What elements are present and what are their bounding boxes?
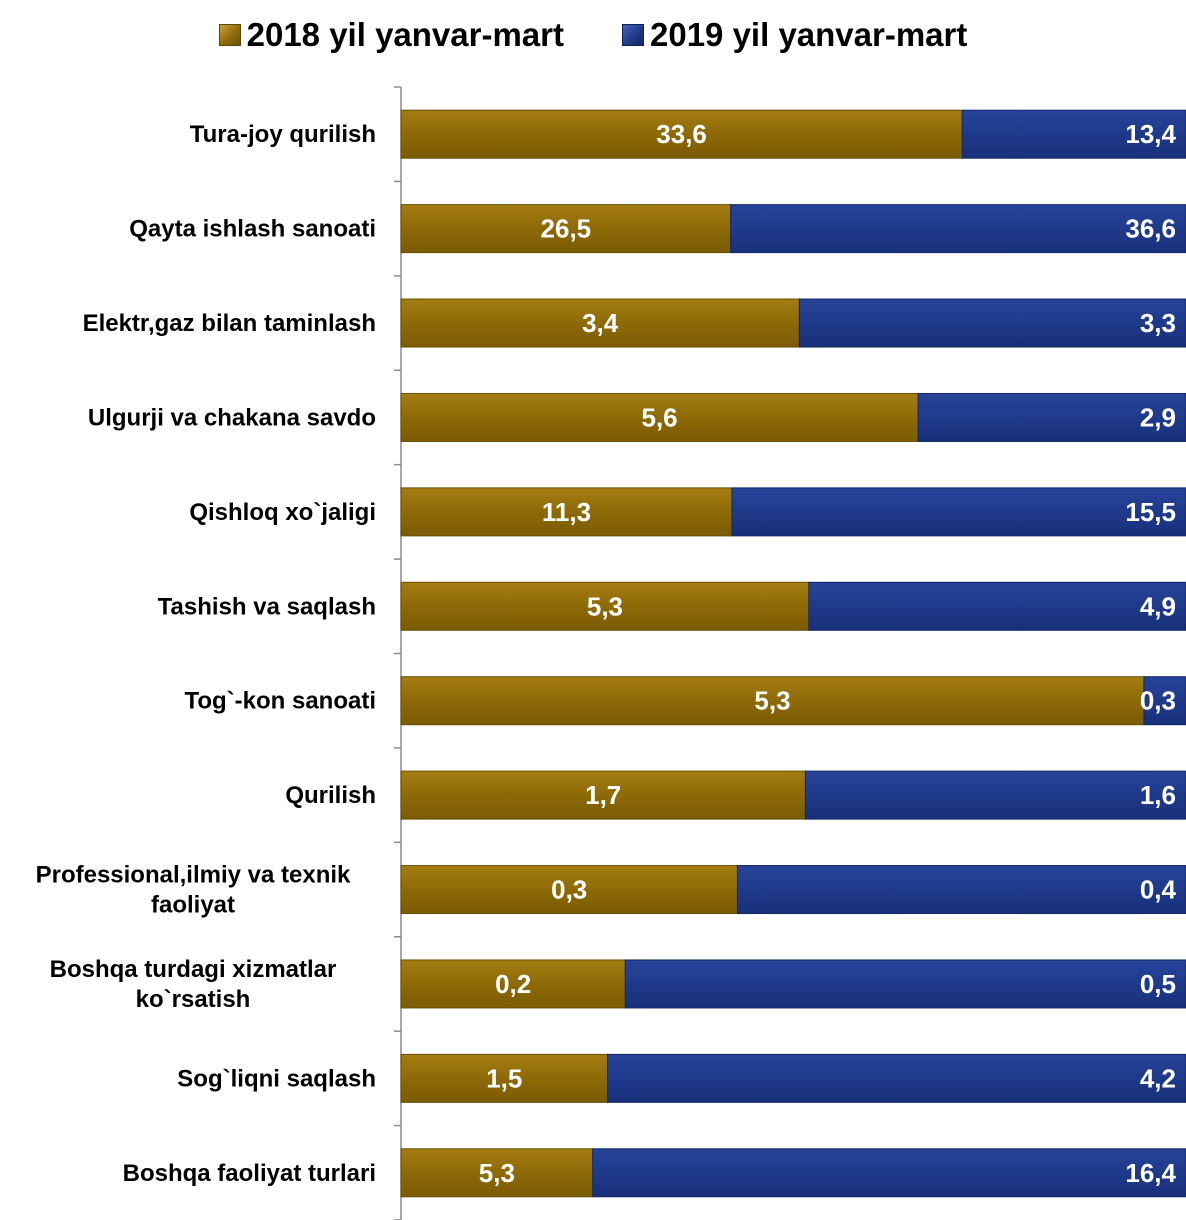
bar-2018 — [400, 392, 919, 442]
bar-value-label: 5,3 — [754, 686, 790, 716]
category-label: Qishloq xo`jaligi — [189, 499, 376, 526]
bar-2019 — [736, 865, 1186, 915]
bar-2019 — [808, 581, 1186, 631]
category-label: Tashish va saqlash — [158, 593, 376, 620]
bar-value-label: 15,5 — [1125, 497, 1176, 527]
category-label: Qurilish — [285, 782, 376, 809]
bar-value-label: 4,2 — [1140, 1063, 1176, 1093]
bar-value-label: 4,9 — [1140, 591, 1176, 621]
bar-2019 — [624, 959, 1186, 1009]
category-label: Boshqa turdagi xizmatlar ko`rsatish — [50, 956, 337, 1013]
bar-value-label: 2,9 — [1140, 402, 1176, 432]
bar-2018 — [400, 204, 732, 254]
bar-2018 — [400, 959, 626, 1009]
bar-2019 — [804, 770, 1186, 820]
category-label: Qayta ishlash sanoati — [129, 216, 376, 243]
bar-2019 — [730, 204, 1186, 254]
bar-2019 — [731, 487, 1186, 537]
category-label: Sog`liqni saqlash — [177, 1065, 376, 1092]
bar-2018 — [400, 109, 963, 159]
category-label: Professional,ilmiy va texnik faoliyat — [36, 862, 351, 919]
bar-value-label: 3,4 — [582, 308, 619, 338]
bar-2018 — [400, 1148, 594, 1198]
legend-swatch-2019 — [622, 24, 644, 46]
bar-2018 — [400, 676, 1145, 726]
legend-swatch-2018 — [218, 24, 241, 46]
legend-label-2019: 2019 yil yanvar-mart — [650, 16, 968, 53]
bar-2019 — [917, 392, 1186, 442]
bar-value-label: 26,5 — [541, 214, 592, 244]
bar-value-label: 11,3 — [542, 497, 591, 527]
bar-value-label: 0,4 — [1140, 875, 1177, 905]
bar-value-label: 0,5 — [1140, 969, 1176, 999]
bar-value-label: 33,6 — [656, 119, 707, 149]
category-label: Ulgurji va chakana savdo — [88, 404, 376, 431]
bar-2018 — [400, 865, 738, 915]
bar-value-label: 5,3 — [587, 591, 623, 621]
bar-value-label: 1,6 — [1140, 780, 1176, 810]
legend-label-2018: 2018 yil yanvar-mart — [246, 16, 564, 53]
bar-value-label: 36,6 — [1125, 214, 1176, 244]
bar-value-label: 1,7 — [585, 780, 621, 810]
bar-value-label: 16,4 — [1125, 1158, 1176, 1188]
category-label: Elektr,gaz bilan taminlash — [83, 310, 376, 337]
category-label: Tura-joy qurilish — [190, 121, 376, 148]
bar-2019 — [607, 1053, 1186, 1103]
bar-value-label: 5,3 — [479, 1158, 515, 1188]
bar-2019 — [1143, 676, 1186, 726]
bar-2018 — [400, 298, 800, 348]
legend-item-2019: 2019 yil yanvar-mart — [622, 16, 967, 54]
bar-value-label: 1,5 — [486, 1063, 522, 1093]
bar-value-label: 0,2 — [495, 969, 531, 999]
bar-2019 — [592, 1148, 1186, 1198]
legend-item-2018: 2018 yil yanvar-mart — [218, 16, 564, 54]
bar-value-label: 5,6 — [642, 402, 678, 432]
bar-value-label: 0,3 — [1140, 686, 1176, 716]
bar-2018 — [400, 1053, 609, 1103]
bar-value-label: 3,3 — [1140, 308, 1176, 338]
bar-2019 — [961, 109, 1186, 159]
legend: 2018 yil yanvar-mart 2019 yil yanvar-mar… — [0, 10, 1186, 60]
category-label: Boshqa faoliyat turlari — [123, 1160, 376, 1187]
bar-2018 — [400, 581, 810, 631]
bar-2019 — [798, 298, 1186, 348]
bar-2018 — [400, 770, 806, 820]
category-label: Tog`-kon sanoati — [184, 688, 376, 715]
bar-value-label: 0,3 — [551, 875, 587, 905]
bar-2018 — [400, 487, 733, 537]
bar-value-label: 13,4 — [1125, 119, 1176, 149]
